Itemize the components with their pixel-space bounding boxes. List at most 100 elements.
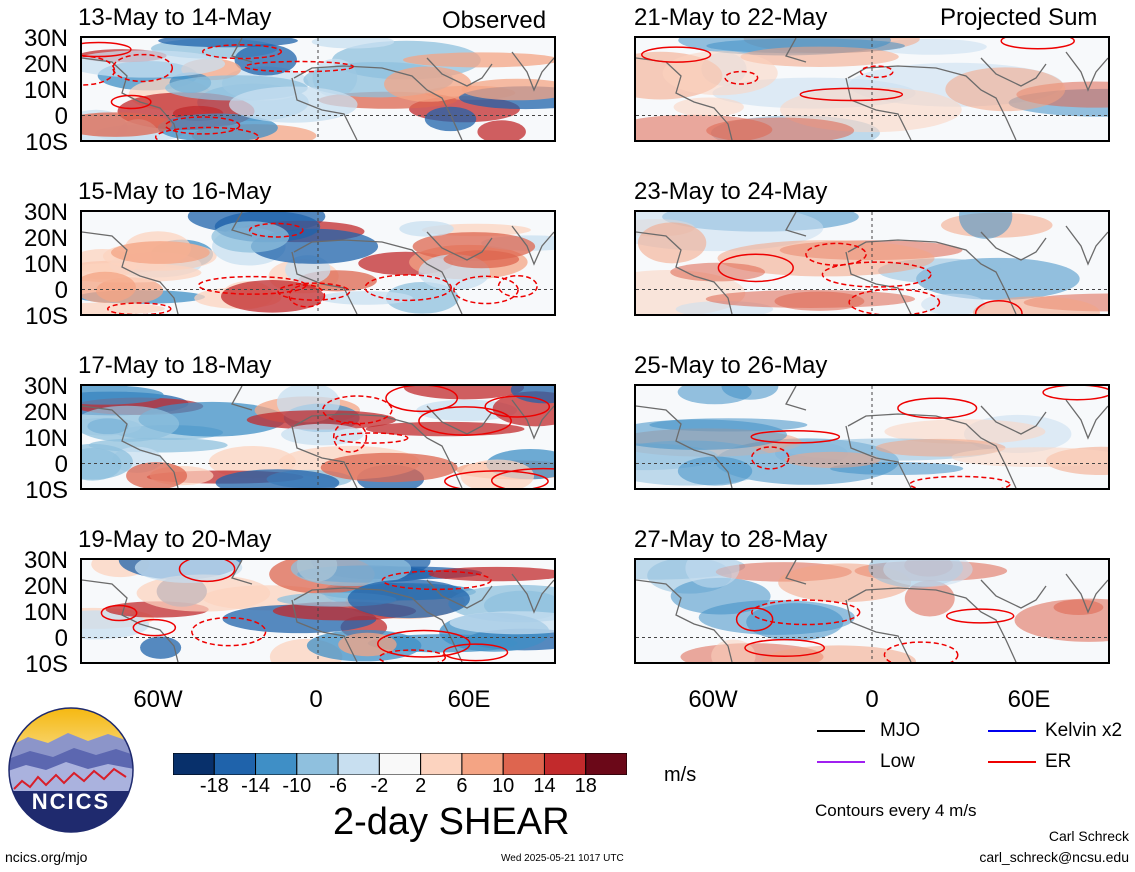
er-contour [277, 282, 351, 301]
shear-blob [460, 459, 535, 488]
er-contour [735, 607, 774, 632]
legend-label-mjo: MJO [880, 720, 921, 741]
colorbar-tick-label: -14 [241, 775, 270, 797]
shear-blob [82, 405, 180, 442]
er-contour [848, 288, 941, 314]
coastline [82, 579, 179, 662]
er-contour [132, 618, 177, 637]
coastline [511, 51, 554, 92]
observed-map-1 [80, 36, 556, 142]
coastline [511, 573, 554, 614]
er-contour [106, 302, 172, 314]
coastline [636, 405, 733, 488]
footer-url-link[interactable]: ncics.org/mjo [5, 849, 88, 865]
lat-label: 10S [25, 477, 68, 504]
lat-label: 0 [54, 625, 68, 652]
projected-panel-2-title: 23-May to 24-May [634, 178, 828, 205]
shear-blob [717, 240, 935, 277]
projected-panel-3-title: 25-May to 26-May [634, 352, 828, 379]
shear-blob [347, 579, 470, 619]
colorbar-tick-label: 14 [533, 775, 556, 797]
shear-blob [443, 250, 520, 269]
shear-blob [399, 220, 454, 237]
er-contour [443, 643, 509, 662]
coastline [511, 399, 554, 440]
footer-email-link[interactable]: carl_schreck@ncsu.edu [979, 849, 1129, 865]
er-contour [100, 604, 138, 622]
footer-author: Carl Schreck [1048, 828, 1129, 844]
observed-map-2 [80, 210, 556, 316]
er-contour [335, 432, 409, 444]
lat-label: 10N [23, 425, 68, 452]
shear-blob [403, 386, 525, 400]
observed-panel-4-title: 19-May to 20-May [78, 526, 272, 553]
colorbar-swatch [255, 753, 298, 775]
lat-label: 10S [25, 651, 68, 678]
shear-blob [229, 86, 358, 123]
shear-blob [670, 577, 771, 615]
legend-label-low: Low [880, 751, 915, 772]
colorbar-units: m/s [664, 764, 697, 786]
coastline [426, 579, 493, 609]
er-contour [444, 470, 549, 488]
coastline [785, 38, 807, 63]
colorbar-swatch [337, 753, 380, 775]
coastline [82, 231, 179, 314]
shear-blob [402, 52, 554, 68]
er-contour [377, 629, 471, 658]
coastline [291, 599, 358, 662]
lon-label-observed: 60W [133, 686, 183, 713]
er-contour [750, 429, 841, 444]
coastline [231, 560, 253, 585]
legend-line-low [817, 761, 865, 763]
er-contour [744, 638, 826, 658]
lat-label: 0 [54, 451, 68, 478]
shear-blob [134, 560, 243, 583]
shear-blob [477, 120, 526, 140]
shear-blob [365, 421, 525, 437]
projected-map-1 [634, 36, 1110, 142]
colorbar-swatch [461, 753, 504, 775]
er-contour [751, 599, 861, 626]
colorbar-swatch [543, 753, 587, 775]
coastline [847, 587, 1017, 662]
coastline [1065, 51, 1108, 92]
coastline [847, 413, 1017, 488]
coastline [293, 65, 463, 140]
er-contour [490, 467, 554, 488]
er-contour [497, 274, 538, 298]
lon-label-projected: 60E [1007, 686, 1051, 713]
coastline [785, 560, 807, 585]
er-contour [974, 300, 1023, 314]
map-field [636, 560, 1108, 662]
lat-label: 30N [23, 373, 68, 400]
er-contour [805, 242, 867, 266]
er-contour [883, 641, 959, 662]
colorbar-tick-label: -2 [370, 775, 389, 797]
shear-blob [510, 386, 554, 404]
shear-blob [677, 456, 753, 486]
shear-blob [82, 50, 226, 78]
lon-label-observed: 0 [309, 686, 323, 713]
coastline [82, 405, 179, 488]
lat-label: 20N [23, 573, 68, 600]
colorbar-swatches [173, 753, 627, 775]
contour-note: Contours every 4 m/s [815, 801, 977, 820]
shear-blob [319, 291, 413, 305]
er-contour [378, 649, 447, 662]
shear-blob [1053, 599, 1104, 615]
shear-blob [158, 38, 298, 48]
lat-label: 20N [23, 51, 68, 78]
shear-blob [385, 282, 459, 314]
er-contour [385, 386, 459, 413]
footer-timestamp: Wed 2025-05-21 1017 UTC [501, 853, 624, 864]
er-contour [244, 60, 354, 73]
colorbar-swatch [585, 753, 627, 775]
shear-blob [740, 46, 899, 67]
coastline [291, 425, 358, 488]
shear-blob [784, 451, 881, 468]
lat-label: 0 [54, 103, 68, 130]
shear-blob [428, 566, 554, 582]
colorbar-tick-label: -6 [329, 775, 347, 797]
coastline [293, 587, 463, 662]
